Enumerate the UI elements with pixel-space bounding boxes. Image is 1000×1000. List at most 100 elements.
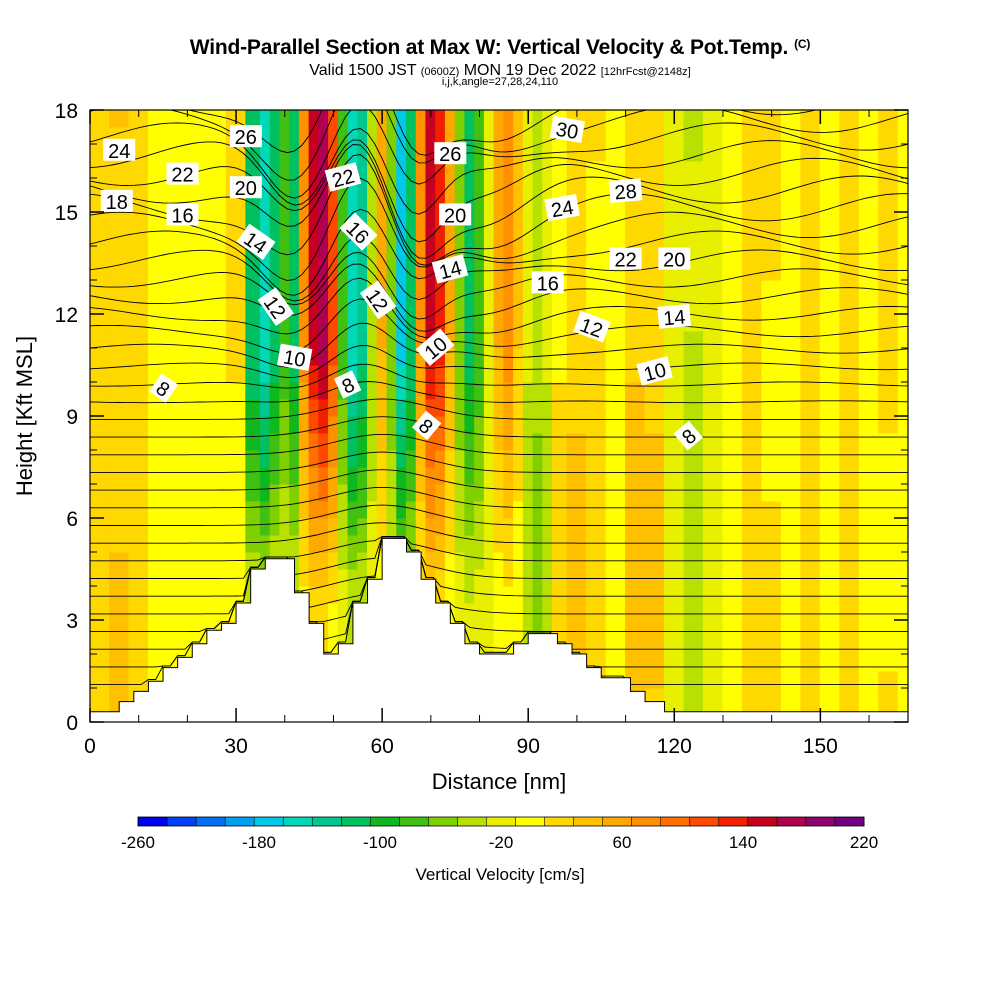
velocity-cell [206, 347, 227, 366]
velocity-cell [761, 636, 782, 655]
velocity-cell [444, 398, 456, 417]
velocity-cell [367, 483, 378, 502]
velocity-cell [542, 466, 554, 485]
velocity-cell [586, 381, 607, 400]
velocity-cell [337, 568, 349, 587]
velocity-cell [780, 466, 802, 485]
velocity-cell [186, 262, 208, 281]
velocity-cell [542, 568, 554, 587]
velocity-cell [337, 551, 349, 570]
velocity-cell [800, 466, 821, 485]
velocity-cell [464, 160, 476, 179]
velocity-cell [147, 636, 169, 655]
velocity-cell [542, 398, 554, 417]
velocity-cell [586, 398, 607, 417]
velocity-cell [128, 211, 149, 230]
velocity-cell [318, 110, 330, 128]
velocity-cell [878, 126, 899, 145]
velocity-cell [878, 347, 899, 366]
velocity-cell [800, 296, 821, 315]
velocity-cell [522, 143, 534, 162]
velocity-cell [839, 432, 860, 451]
velocity-cell [741, 262, 763, 281]
velocity-cell [513, 194, 524, 213]
velocity-cell [435, 432, 446, 451]
velocity-cell [644, 143, 666, 162]
velocity-cell [206, 568, 227, 587]
velocity-cell [897, 313, 908, 332]
velocity-cell [683, 687, 704, 706]
velocity-cell [108, 279, 130, 298]
velocity-cell [357, 500, 369, 519]
velocity-cell [318, 347, 330, 366]
velocity-cell [819, 415, 841, 434]
velocity-cell [722, 500, 743, 519]
velocity-cell [780, 415, 802, 434]
velocity-cell [376, 466, 388, 485]
velocity-cell [308, 211, 320, 230]
velocity-cell [318, 279, 330, 298]
velocity-cell [259, 381, 271, 400]
velocity-cell [644, 177, 666, 196]
velocity-cell [386, 330, 398, 349]
velocity-cell [522, 126, 534, 145]
velocity-cell [761, 432, 782, 451]
velocity-cell [683, 177, 704, 196]
velocity-cell [683, 347, 704, 366]
velocity-cell [761, 177, 782, 196]
velocity-cell [318, 500, 330, 519]
velocity-cell [644, 415, 666, 434]
velocity-cell [318, 262, 330, 281]
velocity-cell [839, 313, 860, 332]
velocity-cell [897, 143, 908, 162]
velocity-cell [800, 619, 821, 638]
colorbar-swatch [631, 817, 662, 826]
velocity-cell [493, 551, 505, 570]
theta-contour [90, 345, 908, 378]
velocity-cell [493, 619, 505, 638]
velocity-cell [483, 398, 495, 417]
velocity-cell [147, 466, 169, 485]
velocity-cell [318, 398, 330, 417]
velocity-cell [625, 636, 646, 655]
velocity-cell [522, 160, 534, 179]
velocity-cell [605, 228, 627, 247]
velocity-cell [357, 551, 369, 570]
velocity-cell [147, 449, 169, 468]
velocity-cell [464, 177, 476, 196]
velocity-cell [800, 449, 821, 468]
velocity-cell [94, 364, 110, 383]
velocity-cell [225, 279, 247, 298]
velocity-cell [542, 313, 554, 332]
velocity-cell [552, 415, 568, 434]
velocity-cell [396, 228, 407, 247]
velocity-cell [605, 381, 627, 400]
velocity-cell [839, 347, 860, 366]
velocity-cell [206, 398, 227, 417]
velocity-cell [741, 381, 763, 400]
velocity-cell [683, 653, 704, 672]
velocity-cell [186, 466, 208, 485]
velocity-cell [167, 296, 188, 315]
velocity-cell [664, 143, 685, 162]
velocity-cell [552, 466, 568, 485]
velocity-cell [532, 228, 544, 247]
theta-contour [90, 504, 908, 526]
velocity-cell [425, 296, 437, 315]
velocity-cell [878, 568, 899, 587]
velocity-cell [819, 143, 841, 162]
velocity-cell [644, 449, 666, 468]
velocity-cell [386, 262, 398, 281]
velocity-cell [337, 211, 349, 230]
velocity-cell [289, 449, 300, 468]
velocity-cell [357, 143, 369, 162]
velocity-cell [513, 619, 524, 638]
velocity-cell [761, 653, 782, 672]
velocity-cell [269, 432, 281, 451]
velocity-cell [454, 110, 466, 128]
velocity-cell [897, 517, 908, 536]
velocity-cell [644, 194, 666, 213]
velocity-cell [780, 381, 802, 400]
velocity-cell [454, 313, 466, 332]
